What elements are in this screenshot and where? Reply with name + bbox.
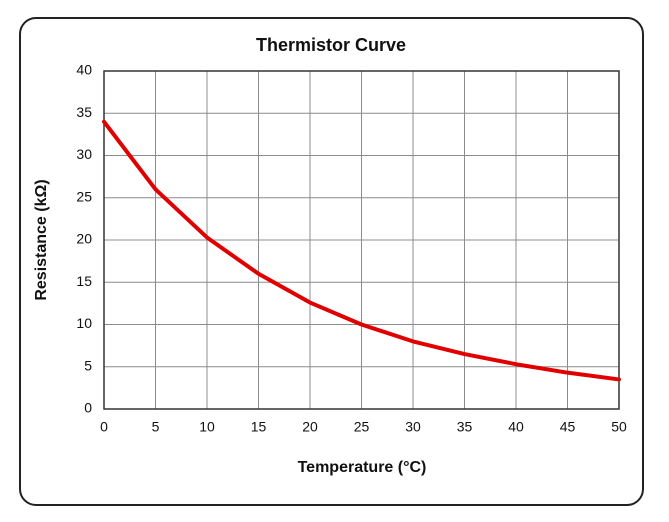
x-tick-label: 0 (100, 419, 108, 435)
plot-border (103, 70, 620, 410)
y-tick-label: 0 (84, 400, 92, 416)
y-tick-label: 20 (76, 231, 92, 247)
x-tick-label: 40 (508, 419, 524, 435)
y-tick-label: 10 (76, 315, 92, 331)
y-tick-label: 5 (84, 357, 92, 373)
x-tick-label: 30 (405, 419, 421, 435)
x-axis-label: Temperature (°C) (298, 459, 427, 476)
y-axis-label: Resistance (kΩ) (33, 179, 50, 300)
y-tick-label: 15 (76, 273, 92, 289)
x-tick-label: 35 (457, 419, 473, 435)
y-tick-label: 40 (76, 62, 92, 78)
chart-title: Thermistor Curve (256, 35, 406, 55)
x-tick-label: 20 (302, 419, 318, 435)
x-tick-label: 45 (560, 419, 576, 435)
x-tick-label: 50 (611, 419, 627, 435)
y-tick-label: 35 (76, 104, 92, 120)
y-tick-label: 25 (76, 188, 92, 204)
chart-frame (19, 17, 644, 506)
x-tick-label: 25 (354, 419, 370, 435)
x-tick-label: 10 (199, 419, 215, 435)
x-tick-label: 5 (152, 419, 160, 435)
y-tick-label: 30 (76, 146, 92, 162)
x-tick-label: 15 (251, 419, 267, 435)
data-line (102, 119, 621, 382)
